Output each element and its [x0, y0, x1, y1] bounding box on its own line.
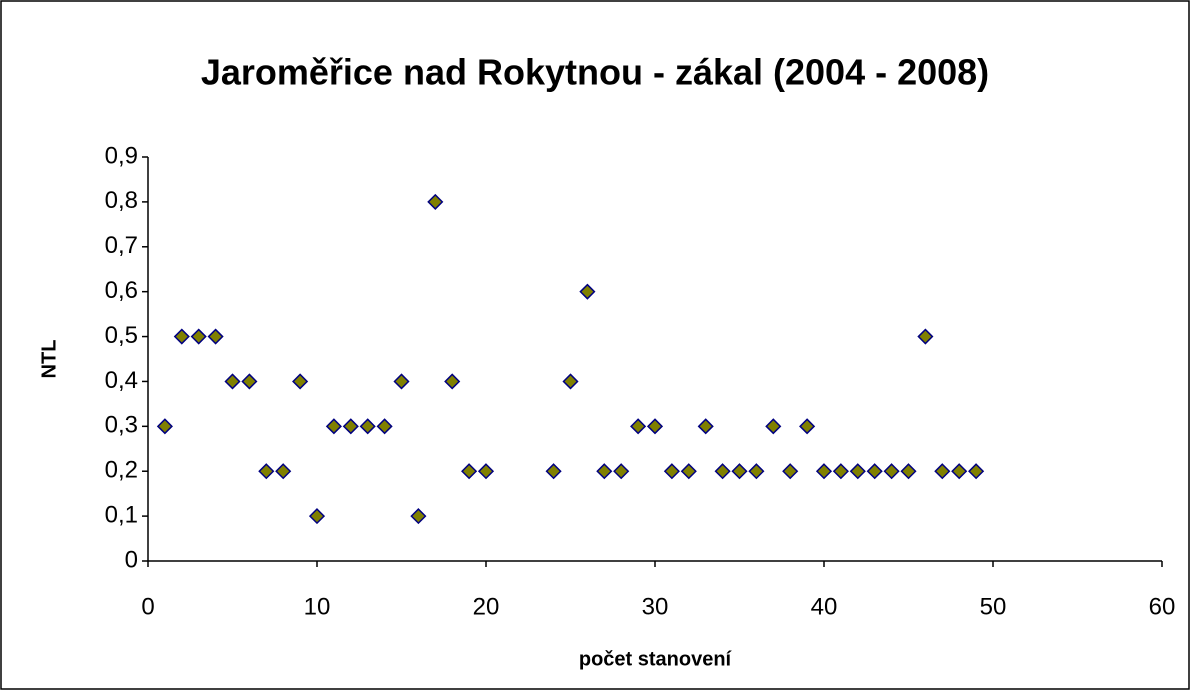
data-point — [731, 463, 748, 480]
data-point — [680, 463, 697, 480]
data-point — [968, 463, 985, 480]
y-tick-label: 0,4 — [105, 367, 138, 394]
x-tick-label: 50 — [980, 593, 1007, 620]
data-point — [190, 328, 207, 345]
data-point — [393, 373, 410, 390]
x-axis-title: počet stanovení — [579, 648, 733, 670]
data-point — [156, 418, 173, 435]
data-point — [224, 373, 241, 390]
data-point — [951, 463, 968, 480]
data-point — [765, 418, 782, 435]
data-point — [596, 463, 613, 480]
y-tick-label: 0,6 — [105, 277, 138, 304]
data-point — [342, 418, 359, 435]
y-tick-label: 0,1 — [105, 501, 138, 528]
data-point — [613, 463, 630, 480]
y-tick-label: 0,8 — [105, 187, 138, 214]
y-tick-label: 0,2 — [105, 457, 138, 484]
data-point — [832, 463, 849, 480]
data-point — [646, 418, 664, 435]
data-point — [292, 373, 309, 390]
data-point — [815, 463, 833, 480]
data-point — [900, 463, 917, 480]
data-point — [477, 463, 495, 480]
data-point — [782, 463, 799, 480]
x-tick-label: 60 — [1149, 593, 1176, 620]
data-point — [663, 463, 680, 480]
data-point — [173, 328, 190, 345]
data-point — [427, 193, 444, 210]
x-tick-label: 10 — [304, 593, 331, 620]
data-point — [714, 463, 731, 480]
x-tick-label: 0 — [141, 593, 154, 620]
data-point — [275, 463, 292, 480]
y-tick-label: 0,3 — [105, 412, 138, 439]
y-tick-label: 0 — [125, 546, 138, 573]
data-point — [410, 508, 427, 525]
data-point — [934, 463, 951, 480]
data-point — [630, 418, 647, 435]
x-tick-label: 20 — [473, 593, 500, 620]
y-axis-title: NTL — [38, 340, 60, 379]
data-point — [325, 418, 342, 435]
y-tick-label: 0,9 — [105, 142, 138, 169]
y-tick-label: 0,7 — [105, 232, 138, 259]
data-point — [799, 418, 816, 435]
y-tick-label: 0,5 — [105, 322, 138, 349]
data-point — [917, 328, 934, 345]
x-tick-label: 30 — [642, 593, 669, 620]
data-point — [241, 373, 258, 390]
data-point — [376, 418, 393, 435]
data-point — [308, 508, 326, 525]
data-point — [697, 418, 714, 435]
data-point — [359, 418, 376, 435]
data-point — [444, 373, 461, 390]
data-point — [545, 463, 562, 480]
data-point — [207, 328, 224, 345]
data-point — [748, 463, 765, 480]
x-tick-label: 40 — [811, 593, 838, 620]
chart-title: Jaroměřice nad Rokytnou - zákal (2004 - … — [201, 52, 989, 93]
data-point — [866, 463, 883, 480]
data-point — [258, 463, 275, 480]
data-point — [461, 463, 478, 480]
data-point — [849, 463, 866, 480]
data-point — [562, 373, 579, 390]
data-point — [883, 463, 900, 480]
data-point — [579, 283, 596, 300]
